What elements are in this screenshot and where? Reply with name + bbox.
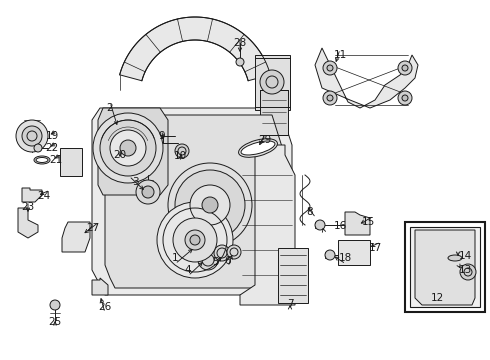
Circle shape — [198, 250, 218, 270]
Text: 8: 8 — [307, 207, 313, 217]
Ellipse shape — [241, 141, 275, 155]
Circle shape — [460, 264, 476, 280]
Text: 10: 10 — [173, 151, 187, 161]
Bar — [260, 90, 288, 135]
Text: 27: 27 — [86, 223, 99, 233]
Text: 26: 26 — [98, 302, 112, 312]
Text: 17: 17 — [368, 243, 382, 253]
Ellipse shape — [239, 139, 277, 157]
Circle shape — [402, 95, 408, 101]
Circle shape — [157, 202, 233, 278]
Text: 1: 1 — [172, 253, 178, 263]
Circle shape — [110, 130, 146, 166]
Text: 25: 25 — [49, 317, 62, 327]
Circle shape — [16, 120, 48, 152]
Circle shape — [327, 95, 333, 101]
Polygon shape — [315, 48, 418, 108]
Polygon shape — [18, 208, 38, 238]
Circle shape — [398, 61, 412, 75]
Polygon shape — [98, 108, 168, 195]
Circle shape — [190, 235, 200, 245]
Bar — [60, 148, 82, 176]
Circle shape — [325, 250, 335, 260]
Circle shape — [100, 120, 156, 176]
Circle shape — [398, 91, 412, 105]
Text: 12: 12 — [430, 293, 443, 303]
Ellipse shape — [448, 255, 462, 261]
Circle shape — [315, 220, 325, 230]
Circle shape — [185, 230, 205, 250]
Text: 29: 29 — [258, 135, 271, 145]
Circle shape — [142, 186, 154, 198]
Circle shape — [260, 70, 284, 94]
Bar — [278, 248, 308, 303]
Circle shape — [175, 144, 189, 158]
Polygon shape — [22, 188, 42, 202]
Text: 3: 3 — [132, 177, 138, 187]
Text: 6: 6 — [225, 256, 231, 266]
Polygon shape — [240, 145, 295, 305]
Bar — [410, 227, 480, 307]
Text: 13: 13 — [458, 265, 472, 275]
Circle shape — [214, 245, 230, 261]
Polygon shape — [92, 108, 292, 295]
Circle shape — [34, 144, 42, 152]
Text: 28: 28 — [233, 38, 246, 48]
Polygon shape — [62, 222, 90, 252]
Text: 7: 7 — [287, 299, 294, 309]
Bar — [405, 222, 485, 312]
Text: 16: 16 — [333, 221, 346, 231]
Ellipse shape — [34, 156, 50, 164]
Text: 9: 9 — [159, 131, 165, 141]
Polygon shape — [92, 278, 108, 295]
Text: 4: 4 — [185, 265, 191, 275]
Text: 14: 14 — [458, 251, 472, 261]
Circle shape — [120, 140, 136, 156]
Circle shape — [323, 91, 337, 105]
Circle shape — [190, 185, 230, 225]
Polygon shape — [120, 17, 270, 81]
Circle shape — [22, 126, 42, 146]
Circle shape — [93, 113, 163, 183]
Text: 24: 24 — [37, 191, 50, 201]
Circle shape — [50, 300, 60, 310]
Text: 18: 18 — [339, 253, 352, 263]
Circle shape — [323, 61, 337, 75]
Text: 21: 21 — [49, 155, 63, 165]
Circle shape — [136, 180, 160, 204]
Circle shape — [227, 245, 241, 259]
Circle shape — [168, 163, 252, 247]
Circle shape — [236, 58, 244, 66]
Text: 2: 2 — [107, 103, 113, 113]
Text: 19: 19 — [46, 131, 59, 141]
Text: 11: 11 — [333, 50, 346, 60]
Text: 5: 5 — [212, 257, 219, 267]
Circle shape — [175, 170, 245, 240]
Polygon shape — [345, 212, 370, 235]
Text: 20: 20 — [114, 150, 126, 160]
Circle shape — [402, 65, 408, 71]
Polygon shape — [105, 115, 283, 288]
Text: 15: 15 — [362, 217, 375, 227]
Circle shape — [173, 218, 217, 262]
Text: 22: 22 — [46, 143, 59, 153]
Polygon shape — [415, 230, 475, 305]
Circle shape — [327, 65, 333, 71]
Circle shape — [202, 197, 218, 213]
Bar — [255, 55, 290, 110]
Text: 23: 23 — [22, 202, 35, 212]
Polygon shape — [338, 240, 370, 265]
Ellipse shape — [36, 158, 48, 162]
